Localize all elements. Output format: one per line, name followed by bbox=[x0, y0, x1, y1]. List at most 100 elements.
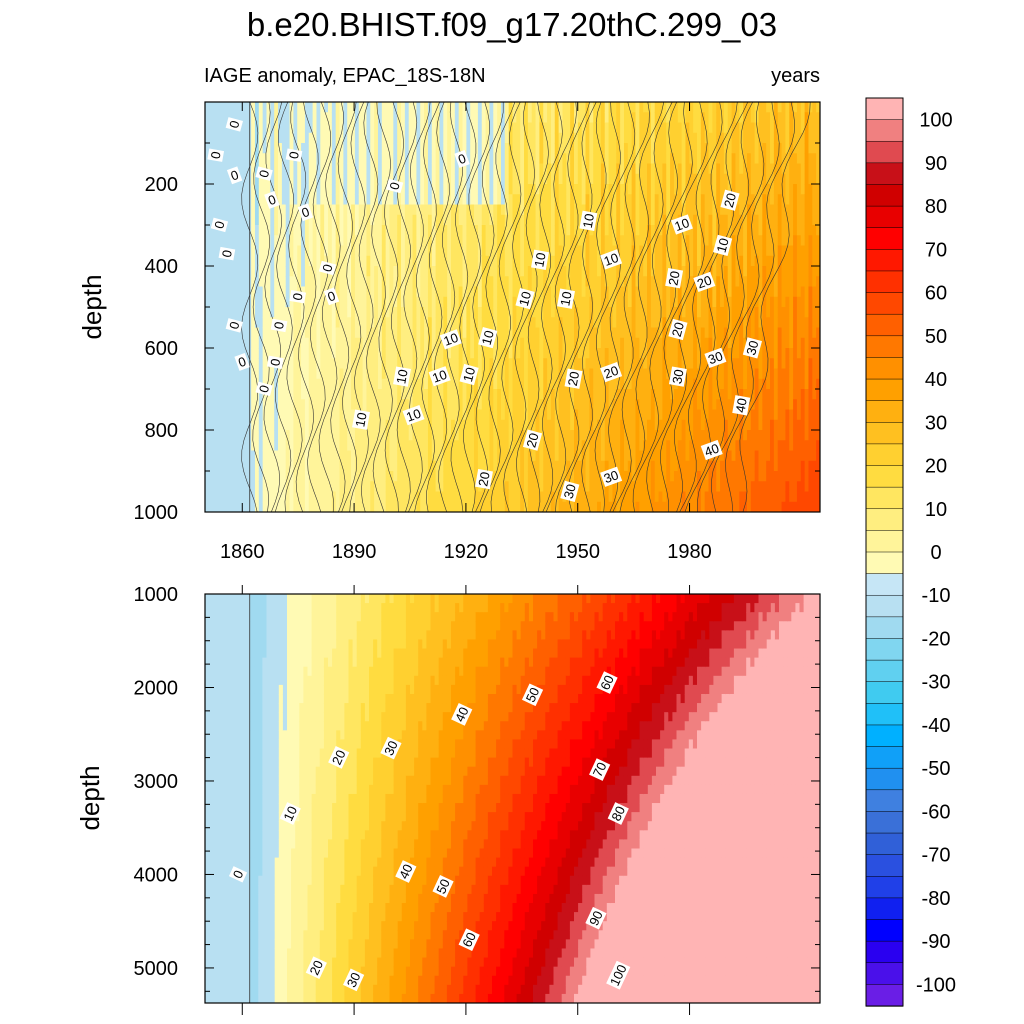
contour-label: 30 bbox=[343, 968, 365, 992]
contour-label-text: 10 bbox=[280, 804, 300, 823]
x-tick-label: 1890 bbox=[332, 541, 377, 563]
contour-label-text: 20 bbox=[602, 363, 621, 382]
contour-label: 20 bbox=[665, 268, 684, 289]
lower-axes: 1000 2000 3000 4000 5000 bbox=[134, 584, 820, 1015]
colorbar-swatch bbox=[865, 292, 904, 315]
contour-label: 30 bbox=[704, 347, 727, 368]
y-tick-label: 3000 bbox=[134, 771, 179, 793]
colorbar-swatch bbox=[865, 313, 904, 337]
contour-label-text: 10 bbox=[531, 251, 548, 268]
contour-label-text: 40 bbox=[396, 862, 416, 881]
y-tick-label: 400 bbox=[145, 256, 178, 278]
contour-label-text: 80 bbox=[608, 804, 628, 823]
colorbar-swatch bbox=[865, 746, 904, 769]
colorbar-label: -70 bbox=[922, 845, 951, 867]
y-tick-label: 5000 bbox=[134, 958, 179, 980]
contour-label-text: 0 bbox=[386, 181, 402, 192]
colorbar-swatch bbox=[865, 465, 904, 488]
contour-label-text: 10 bbox=[479, 329, 497, 347]
colorbar-swatch bbox=[865, 486, 904, 510]
contour-label-text: 20 bbox=[329, 748, 349, 767]
contour-label: 0 bbox=[226, 166, 243, 185]
contour-label-text: 0 bbox=[286, 150, 302, 160]
contour-label-text: 0 bbox=[256, 168, 272, 179]
contour-label-text: 20 bbox=[475, 471, 492, 488]
contour-label: 0 bbox=[297, 203, 314, 222]
contour-label-text: 40 bbox=[733, 397, 750, 414]
contour-label: 10 bbox=[670, 214, 693, 235]
x-tick-label: 1920 bbox=[444, 541, 489, 563]
contour-label: 0 bbox=[318, 260, 337, 276]
contour-label: 30 bbox=[668, 366, 687, 387]
x-tick-label: 1860 bbox=[220, 541, 265, 563]
y-tick-label: 2000 bbox=[134, 677, 179, 699]
colorbar-swatch bbox=[865, 594, 904, 618]
contour-label-text: 30 bbox=[743, 339, 761, 357]
contour-label-text: 0 bbox=[229, 167, 241, 184]
contour-label-text: 10 bbox=[352, 411, 369, 428]
colorbar-swatch bbox=[865, 854, 904, 877]
contour-label: 40 bbox=[732, 395, 751, 416]
contour-label: 20 bbox=[668, 318, 688, 341]
colorbar-swatch bbox=[865, 724, 904, 748]
colorbar-swatch bbox=[865, 162, 904, 186]
chart-title: b.e20.BHIST.f09_g17.20thC.299_03 bbox=[247, 6, 777, 43]
contour-label-text: 30 bbox=[669, 368, 686, 385]
contour-label-text: 0 bbox=[236, 354, 248, 371]
x-tick-label: 1950 bbox=[555, 541, 600, 563]
colorbar-label: 90 bbox=[925, 153, 947, 175]
colorbar-swatch bbox=[865, 422, 904, 445]
colorbar-swatch bbox=[865, 140, 904, 164]
colorbar-swatch bbox=[865, 681, 904, 704]
contour-label: 30 bbox=[600, 466, 623, 487]
contour-label: 50 bbox=[521, 683, 544, 707]
contour-label-text: 10 bbox=[460, 366, 478, 384]
colorbar-label: 100 bbox=[919, 110, 952, 132]
contour-label-text: 0 bbox=[208, 150, 224, 160]
contour-label: 70 bbox=[589, 758, 611, 781]
colorbar: 1009080706050403020100-10-20-30-40-50-60… bbox=[865, 97, 956, 1007]
colorbar-swatch bbox=[865, 227, 904, 250]
contour-label-text: 10 bbox=[557, 290, 574, 307]
colorbar-label: 20 bbox=[925, 456, 947, 478]
contour-label: 20 bbox=[475, 468, 493, 490]
contour-label: 20 bbox=[693, 271, 716, 293]
contour-label: 10 bbox=[439, 329, 462, 350]
colorbar-label: -40 bbox=[922, 715, 951, 737]
contour-label: 10 bbox=[393, 366, 411, 387]
lower-ylabel: depth bbox=[75, 765, 105, 830]
colorbar-label: -20 bbox=[922, 629, 951, 651]
contour-label: 10 bbox=[579, 210, 598, 231]
contour-label-text: 30 bbox=[561, 482, 579, 500]
colorbar-swatch bbox=[865, 378, 904, 402]
contour-label-text: 0 bbox=[456, 151, 468, 168]
contour-label-text: 10 bbox=[393, 368, 410, 385]
contour-label: 60 bbox=[458, 928, 480, 952]
colorbar-swatch bbox=[865, 508, 904, 532]
y-tick-label: 1000 bbox=[134, 502, 179, 524]
contour-label-text: 10 bbox=[404, 406, 423, 425]
contour-label-text: 40 bbox=[702, 441, 721, 460]
contour-label-text: 20 bbox=[306, 958, 326, 977]
upper-field bbox=[205, 102, 820, 512]
colorbar-label: 60 bbox=[925, 283, 947, 305]
contour-label: 0 bbox=[255, 166, 273, 181]
contour-label-text: 0 bbox=[319, 263, 335, 274]
y-tick-label: 200 bbox=[145, 174, 178, 196]
colorbar-swatch bbox=[865, 659, 904, 683]
colorbar-swatch bbox=[865, 811, 904, 834]
colorbar-label: 30 bbox=[925, 412, 947, 434]
left-string: IAGE anomaly, EPAC_18S-18N bbox=[204, 65, 486, 87]
contour-label: 10 bbox=[459, 363, 479, 386]
colorbar-label: -50 bbox=[922, 758, 951, 780]
colorbar-swatch bbox=[865, 919, 904, 942]
colorbar-label: -90 bbox=[922, 931, 951, 953]
contour-label-text: 90 bbox=[586, 908, 606, 927]
contour-label: 90 bbox=[585, 906, 607, 930]
contour-label-text: 10 bbox=[441, 330, 460, 349]
right-string: years bbox=[771, 65, 820, 87]
contour-label: 40 bbox=[395, 860, 417, 883]
contour-label: 0 bbox=[385, 178, 404, 194]
